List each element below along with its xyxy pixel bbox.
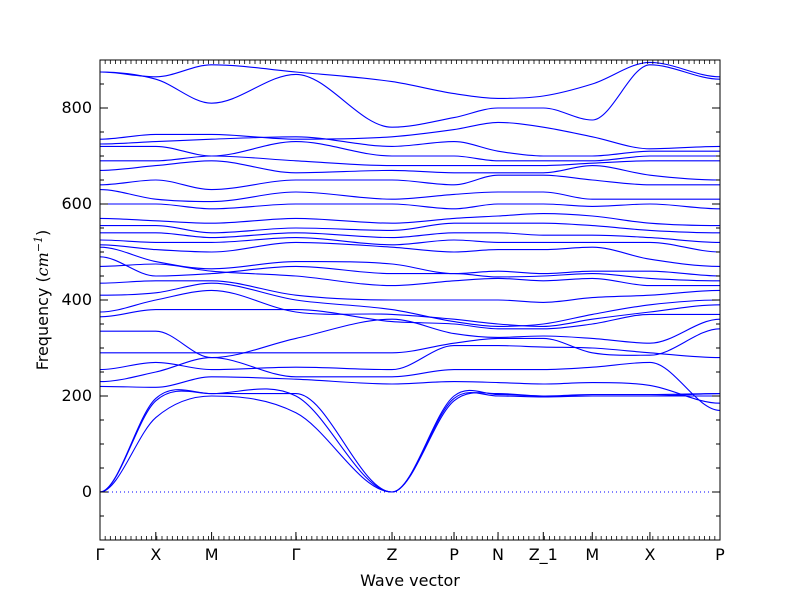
- x-axis-label: Wave vector: [360, 571, 460, 590]
- band-line-5: [100, 357, 720, 411]
- x-tick-label: M: [205, 545, 219, 564]
- band-line-13: [100, 263, 720, 287]
- band-line-18: [100, 232, 720, 243]
- band-line-26: [100, 141, 720, 162]
- band-line-8: [100, 318, 720, 359]
- band-line-2: [100, 388, 720, 493]
- band-line-3: [100, 389, 720, 493]
- x-tick-label: M: [585, 545, 599, 564]
- band-line-11: [100, 282, 720, 327]
- band-line-4: [100, 376, 720, 404]
- band-line-28: [100, 121, 720, 150]
- band-line-7: [100, 328, 720, 356]
- band-line-16: [100, 241, 720, 267]
- y-tick-label: 200: [61, 386, 92, 405]
- band-line-24: [100, 160, 720, 181]
- x-tick-label: X: [644, 545, 655, 564]
- x-tick-label: Γ: [291, 545, 300, 564]
- band-line-22: [100, 189, 720, 203]
- axes: 0 200 400 600 800 Γ X M Γ Z P N Z_1 M X P: [61, 59, 725, 565]
- band-line-9: [100, 309, 720, 330]
- band-line-23: [100, 174, 720, 191]
- band-line-29: [100, 64, 720, 128]
- band-lines: [100, 61, 720, 493]
- x-tick-label: Z: [387, 545, 398, 564]
- y-tick-label: 600: [61, 194, 92, 213]
- x-tick-label: P: [715, 545, 725, 564]
- band-line-17: [100, 237, 720, 253]
- band-line-10: [100, 289, 720, 327]
- plot-area: [100, 61, 720, 493]
- band-line-15: [100, 246, 720, 277]
- x-tick-label: X: [150, 545, 161, 564]
- x-tick-label: Γ: [96, 545, 105, 564]
- band-line-1: [100, 392, 720, 493]
- y-tick-label: 400: [61, 290, 92, 309]
- y-tick-label: 800: [61, 98, 92, 117]
- band-line-30: [100, 61, 720, 99]
- band-line-25: [100, 155, 720, 167]
- band-line-20: [100, 213, 720, 227]
- band-line-19: [100, 222, 720, 234]
- y-tick-label: 0: [82, 482, 92, 501]
- x-tick-label: P: [449, 545, 459, 564]
- x-tick-label: N: [492, 545, 504, 564]
- x-tick-label: Z_1: [529, 545, 558, 565]
- band-line-21: [100, 203, 720, 210]
- band-line-12: [100, 280, 720, 303]
- y-axis-label: Frequency (cm−1): [32, 230, 53, 371]
- band-line-27: [100, 136, 720, 157]
- band-line-6: [100, 345, 720, 371]
